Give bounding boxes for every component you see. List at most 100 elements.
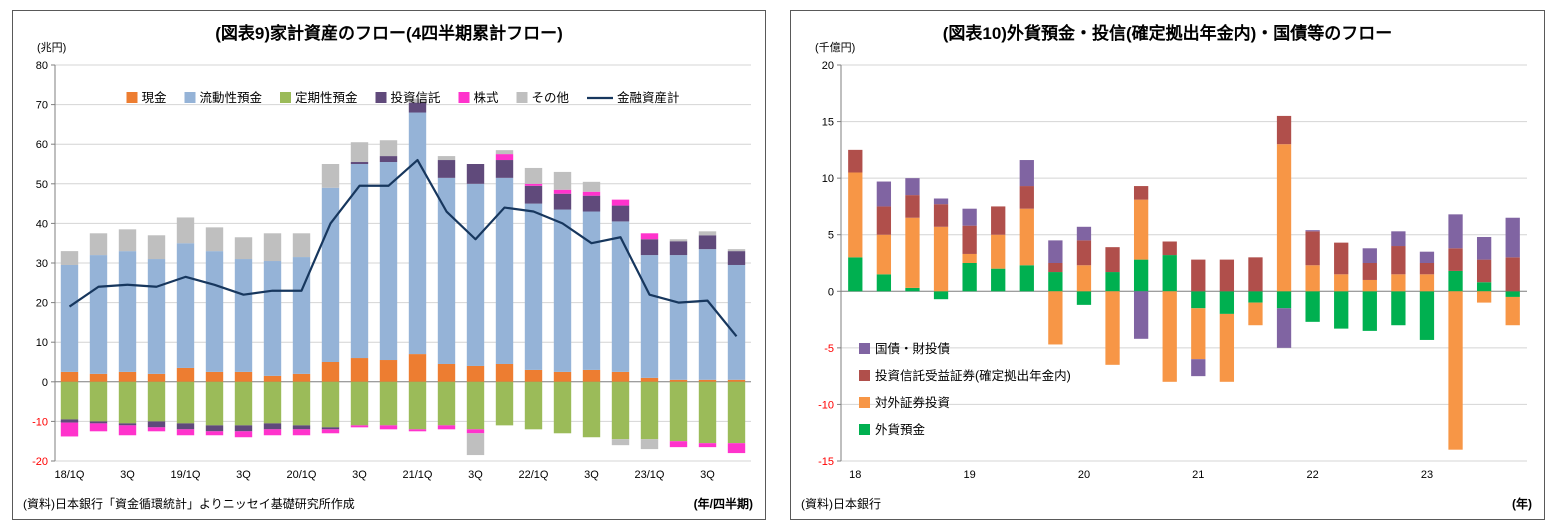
bar-segment-stocks — [147, 427, 166, 432]
bar-segment-foreign-currency-deposits — [1419, 291, 1435, 340]
bar-segment-cash — [379, 360, 398, 382]
bar-segment-stocks — [60, 422, 79, 437]
bar-segment-foreign-currency-deposits — [1219, 291, 1235, 314]
bar-segment-liquid-deposits — [118, 251, 137, 372]
legend-label: 投資信託 — [391, 90, 442, 105]
y-tick-label: 15 — [822, 117, 834, 129]
bar-segment-foreign-currency-deposits — [1505, 291, 1520, 297]
bar-segment-liquid-deposits — [176, 243, 195, 368]
bar-segment-investment-trust-certificates-dc — [933, 204, 949, 227]
bar-segment-cash — [205, 371, 224, 382]
bar-segment-cash — [582, 369, 601, 382]
legend-label: 定期性預金 — [295, 90, 358, 105]
x-tick-label: 3Q — [468, 469, 483, 481]
bar-segment-cash — [669, 379, 688, 382]
bar-segment-time-deposits — [60, 381, 79, 420]
bar-segment-investment-trusts — [611, 205, 630, 222]
bar-segment-cash — [147, 373, 166, 382]
bar-segment-investment-trust-certificates-dc — [1048, 263, 1063, 273]
x-axis-unit-label: (年/四半期) — [693, 497, 753, 511]
bar-segment-outward-securities-investment — [1362, 279, 1377, 292]
bar-segment-foreign-currency-deposits — [848, 257, 863, 292]
bar-segment-others — [263, 233, 282, 262]
bar-segment-investment-trust-certificates-dc — [1191, 259, 1206, 292]
bar-segment-liquid-deposits — [205, 251, 224, 372]
y-tick-label: 10 — [822, 173, 834, 185]
legend-item-outward-securities-investment: 対外証券投資 — [859, 395, 950, 410]
legend-swatch — [375, 92, 387, 103]
x-tick-label: 22 — [1307, 469, 1319, 481]
bar-segment-foreign-currency-deposits — [1305, 291, 1320, 322]
bar-segment-liquid-deposits — [89, 255, 108, 374]
bar-segment-time-deposits — [611, 381, 630, 440]
bar-segment-liquid-deposits — [611, 221, 630, 372]
bar-segment-investment-trust-certificates-dc — [1505, 257, 1520, 292]
bar-segment-outward-securities-investment — [962, 253, 977, 263]
x-tick-label: 23/1Q — [635, 469, 665, 481]
bar-segment-cash — [234, 371, 253, 382]
bar-segment-investment-trust-certificates-dc — [1305, 231, 1320, 266]
bar-segment-government-bonds — [1076, 226, 1092, 241]
y-tick-label: 50 — [36, 179, 48, 191]
bar-segment-investment-trusts — [234, 425, 253, 432]
bar-segment-stocks — [176, 429, 195, 436]
legend-swatch — [859, 424, 870, 435]
bar-segment-foreign-currency-deposits — [1276, 291, 1292, 309]
legend-item-time-deposits: 定期性預金 — [280, 90, 358, 105]
x-tick-label: 3Q — [700, 469, 715, 481]
bar-segment-others — [60, 251, 79, 265]
bar-segment-liquid-deposits — [350, 164, 369, 359]
bar-segment-outward-securities-investment — [876, 234, 892, 275]
source-note: (資料)日本銀行 — [801, 497, 881, 511]
bars — [848, 115, 1520, 450]
legend-label: 現金 — [142, 90, 168, 105]
bars — [60, 98, 746, 456]
bar-segment-others — [89, 233, 108, 256]
panel-footer: (資料)日本銀行「資金循環統計」よりニッセイ基礎研究所作成 (年/四半期) — [23, 495, 753, 512]
y-tick-label: 0 — [42, 377, 48, 389]
bar-segment-government-bonds — [1048, 240, 1063, 263]
bar-segment-cash — [727, 379, 746, 382]
bar-segment-government-bonds — [1419, 251, 1435, 263]
bar-segment-liquid-deposits — [379, 162, 398, 361]
x-tick-label: 18 — [849, 469, 861, 481]
legend-label: 対外証券投資 — [875, 395, 950, 410]
bar-segment-liquid-deposits — [466, 183, 485, 366]
bar-segment-others — [582, 181, 601, 192]
bar-segment-others — [698, 231, 717, 236]
gridlines — [841, 64, 1527, 462]
bar-segment-stocks — [582, 191, 601, 196]
bar-segment-foreign-currency-deposits — [1391, 291, 1406, 326]
bar-segment-others — [321, 164, 340, 188]
bar-segment-government-bonds — [1305, 230, 1320, 232]
legend: 現金 流動性預金 定期性預金 投資信託 株式 その他 金融資産計 — [126, 90, 680, 105]
y-tick-label: 10 — [36, 337, 48, 349]
bar-segment-time-deposits — [118, 381, 137, 424]
legend-item-others: その他 — [516, 91, 570, 105]
bar-segment-cash — [640, 377, 659, 382]
bar-segment-cash — [611, 371, 630, 382]
bar-segment-outward-securities-investment — [1334, 274, 1349, 292]
x-tick-label: 3Q — [584, 469, 599, 481]
bar-segment-stocks — [727, 443, 746, 454]
bar-segment-foreign-currency-deposits — [933, 291, 949, 300]
bar-segment-others — [176, 217, 195, 244]
bar-segment-foreign-currency-deposits — [905, 287, 920, 292]
line-total-financial-assets — [68, 158, 738, 337]
bar-segment-investment-trusts — [408, 102, 427, 113]
bar-segment-stocks — [495, 154, 514, 161]
bar-segment-investment-trusts — [437, 160, 456, 178]
bar-segment-foreign-currency-deposits — [876, 274, 892, 292]
bar-segment-time-deposits — [437, 381, 456, 426]
bar-segment-outward-securities-investment — [1076, 265, 1092, 292]
y-tick-label: 60 — [36, 139, 48, 151]
bar-segment-time-deposits — [582, 381, 601, 438]
legend-swatch — [458, 92, 470, 103]
x-tick-label: 3Q — [236, 469, 251, 481]
bar-segment-government-bonds — [933, 198, 949, 205]
bar-segment-liquid-deposits — [408, 112, 427, 355]
bar-segment-investment-trust-certificates-dc — [1248, 257, 1263, 292]
legend-item-investment-trust-certificates-dc: 投資信託受益証券(確定拠出年金内) — [859, 368, 1071, 383]
bar-segment-cash — [263, 375, 282, 382]
